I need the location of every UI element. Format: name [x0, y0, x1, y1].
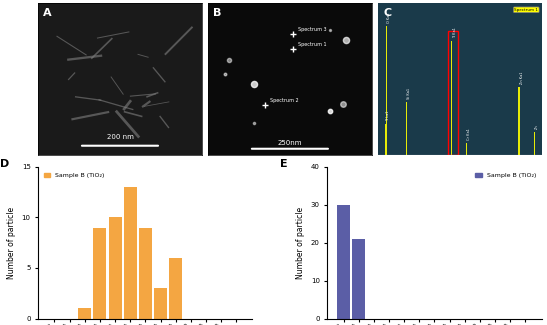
Bar — [386, 26, 387, 155]
Text: B: B — [213, 8, 222, 18]
Bar — [352, 239, 365, 318]
Bar — [466, 143, 467, 155]
Text: E: E — [280, 159, 288, 169]
Text: 200 nm: 200 nm — [107, 134, 133, 140]
Bar — [406, 102, 407, 155]
Bar — [139, 227, 152, 318]
Text: Si Ka1: Si Ka1 — [408, 88, 411, 99]
Bar — [109, 217, 121, 318]
Text: O Ka1: O Ka1 — [387, 12, 392, 23]
Text: Spectrum 2: Spectrum 2 — [270, 98, 299, 103]
Bar — [519, 86, 520, 155]
Text: Spectrum 1: Spectrum 1 — [298, 42, 327, 47]
Text: Ti Ka1: Ti Ka1 — [453, 27, 457, 38]
Text: D: D — [0, 159, 9, 169]
Y-axis label: Number of particle: Number of particle — [7, 207, 16, 279]
Text: Zn: Zn — [536, 124, 539, 129]
Bar — [385, 124, 386, 155]
Text: Spectrum 3: Spectrum 3 — [298, 27, 327, 32]
Y-axis label: Number of particle: Number of particle — [296, 207, 305, 279]
Bar — [78, 308, 91, 318]
Bar — [337, 205, 350, 318]
X-axis label: keV: keV — [455, 166, 464, 172]
Bar — [169, 258, 182, 318]
Text: Spectrum 1: Spectrum 1 — [514, 8, 538, 12]
Text: A: A — [43, 8, 52, 18]
Bar — [451, 41, 452, 155]
Text: 250nm: 250nm — [278, 140, 302, 146]
Legend: Sample B (TiO₂): Sample B (TiO₂) — [473, 170, 538, 181]
Text: Ti La1: Ti La1 — [386, 111, 391, 122]
Legend: Sample B (TiO₂): Sample B (TiO₂) — [42, 170, 107, 181]
Text: Cr Ka1: Cr Ka1 — [467, 128, 472, 140]
Bar — [124, 187, 137, 318]
Bar — [154, 288, 167, 318]
Bar — [534, 132, 535, 155]
Bar — [94, 227, 106, 318]
Text: Zn Ka1: Zn Ka1 — [520, 71, 524, 84]
Text: C: C — [383, 8, 391, 18]
